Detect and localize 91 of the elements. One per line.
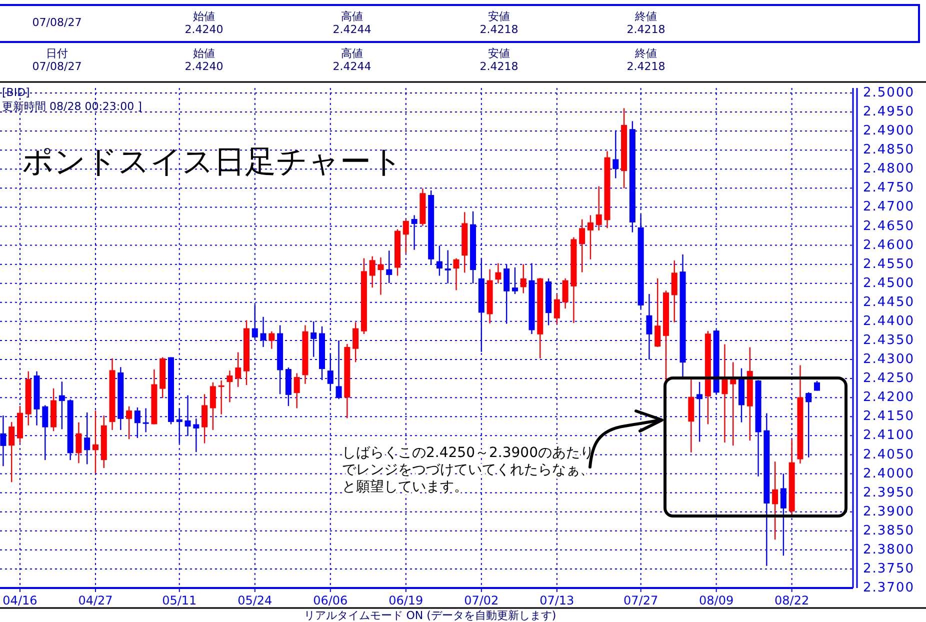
y-tick-label: 2.4200 [863, 390, 914, 406]
candlestick [268, 330, 275, 350]
text: ポンドスイス日足チャート [22, 144, 403, 180]
candlestick [226, 370, 233, 403]
candlestick [402, 219, 409, 254]
text: 2.4218 [626, 23, 666, 36]
x-tick-label: 06/19 [388, 593, 424, 608]
text: 始値 [193, 47, 215, 60]
candlestick [8, 421, 15, 483]
y-tick-label: 2.4350 [863, 333, 914, 348]
text: リアルタイムモード ON (データを自動更新します) [304, 609, 556, 622]
annotation: 更新時間 08/28 00:23:00 ] [2, 100, 142, 113]
text: 日付 [46, 47, 68, 60]
annotation: しばらくこの2.4250～2.3900のあたり [342, 445, 594, 461]
x-tick-label: 04/16 [2, 593, 38, 608]
y-tick-label: 2.3750 [863, 562, 914, 577]
text: 終値 [634, 47, 657, 60]
y-tick-label: 2.3700 [863, 580, 914, 596]
candlestick [235, 352, 242, 388]
text: 安値 [488, 10, 510, 23]
text: 2.4218 [626, 60, 666, 73]
text: 2.4240 [184, 60, 224, 73]
y-tick-label: 2.4400 [863, 314, 914, 329]
y-tick-label: 2.4950 [863, 104, 914, 120]
x-tick-label: 07/13 [540, 593, 574, 608]
candlestick [520, 264, 526, 294]
candlestick [369, 256, 376, 288]
candlestick [671, 260, 678, 323]
text: 2.4218 [480, 60, 518, 73]
y-tick-label: 2.4150 [863, 409, 914, 424]
y-tick-label: 2.3800 [863, 542, 914, 558]
text: 07/08/27 [32, 16, 82, 29]
y-tick-label: 2.4650 [863, 218, 914, 234]
y-tick-label: 2.4750 [863, 180, 914, 196]
y-tick-label: 2.4500 [863, 276, 914, 291]
x-tick-label: 05/11 [162, 593, 197, 608]
y-tick-label: 2.4550 [863, 256, 914, 272]
candlestick [587, 214, 594, 260]
x-tick-label: 07/02 [464, 593, 499, 608]
x-tick-label: 08/09 [699, 593, 734, 608]
candlestick [453, 258, 460, 291]
candlestick [92, 410, 98, 474]
x-tick-label: 07/27 [624, 593, 658, 608]
candlestick [210, 382, 216, 431]
text: 始値 [193, 10, 215, 23]
text: 2.4244 [332, 60, 372, 73]
y-tick-label: 2.4250 [863, 371, 914, 386]
candlestick [202, 394, 208, 444]
candlestick [495, 262, 502, 284]
candlestick [554, 293, 560, 325]
candlestick [352, 322, 359, 363]
annotation: [BID] [2, 86, 30, 99]
text: 2.4240 [184, 23, 224, 36]
y-tick-label: 2.4800 [863, 162, 914, 177]
text: 高値 [341, 47, 363, 60]
y-tick-label: 2.4100 [863, 428, 914, 444]
x-tick-label: 06/06 [313, 593, 348, 608]
candlestick [218, 380, 224, 415]
text: 高値 [341, 10, 363, 23]
y-tick-label: 2.4700 [863, 200, 914, 215]
x-tick-label: 04/27 [78, 593, 113, 608]
y-tick-label: 2.4300 [863, 352, 914, 368]
y-tick-label: 2.4600 [863, 238, 914, 253]
annotation: でレンジをつづけていてくれたらなぁ、 [342, 462, 594, 478]
y-tick-label: 2.3950 [863, 485, 914, 500]
x-tick-label: 05/24 [238, 593, 272, 608]
text: 終値 [634, 10, 657, 23]
candlestick [76, 422, 82, 464]
y-tick-label: 2.4050 [863, 447, 914, 462]
candlestick [772, 460, 778, 540]
y-tick-label: 2.4450 [863, 294, 914, 310]
candlestick [596, 186, 602, 232]
y-tick-label: 2.3900 [863, 504, 914, 520]
candlestick [654, 278, 661, 348]
y-tick-label: 2.3850 [863, 523, 914, 538]
text: 07/08/27 [32, 60, 82, 73]
candlestick [294, 372, 300, 409]
candlestick [378, 256, 384, 296]
y-tick-label: 2.5000 [863, 85, 914, 101]
x-tick-label: 08/22 [774, 593, 810, 608]
annotation: と願望しています。 [342, 479, 468, 495]
y-tick-label: 2.4850 [863, 142, 914, 158]
text: 2.4244 [332, 23, 372, 36]
y-tick-label: 2.4000 [863, 466, 914, 482]
candlestick [579, 218, 586, 273]
text: 2.4218 [480, 23, 518, 36]
text: 安値 [488, 47, 510, 60]
candlestick [126, 406, 132, 440]
candlestick [722, 344, 728, 444]
candlestick [562, 278, 568, 310]
y-tick-label: 2.4900 [863, 124, 914, 139]
